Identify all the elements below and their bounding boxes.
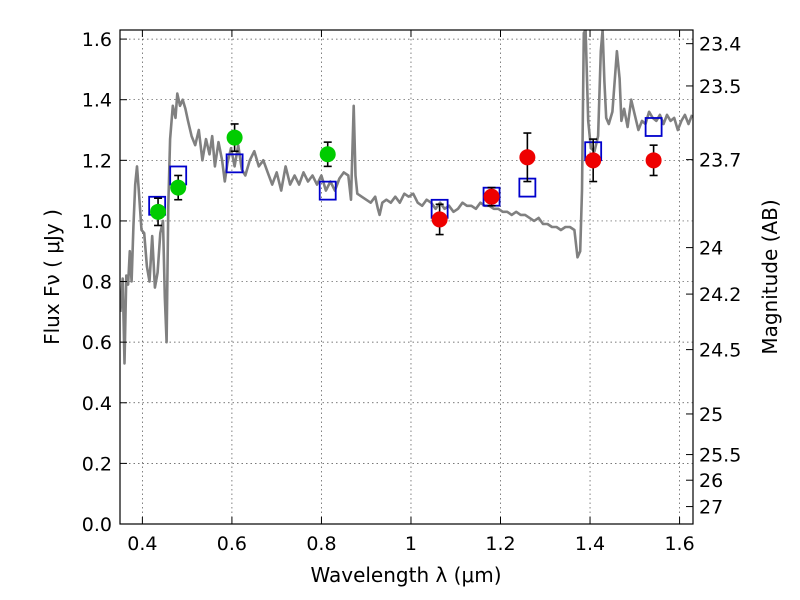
right-tick-label: 25 [699, 404, 723, 426]
right-tick-label: 25.5 [699, 445, 741, 467]
right-tick-label: 24.5 [699, 340, 741, 362]
observed-nir-point [431, 211, 448, 228]
observed-optical-point [319, 146, 336, 163]
observed-optical-point [226, 129, 243, 146]
model-photometry-square [318, 180, 337, 201]
right-axis-label: Magnitude (AB) [758, 199, 782, 354]
x-tick-label: 1.6 [664, 533, 694, 555]
spectrum-layer [120, 30, 693, 365]
tick-layer: 0.4 0.6 0.8 1 1.2 1.4 1.6 0.0 0.2 0.4 0.6 0.8 1.0 1.2… [82, 29, 742, 555]
plot-frame [119, 29, 694, 525]
grid [120, 30, 693, 525]
y-axis-label: Flux Fν ( μJy ) [40, 209, 64, 345]
right-tick-label: 26 [699, 470, 723, 492]
x-tick-label: 1 [405, 533, 417, 555]
x-axis-label: Wavelength λ (μm) [310, 563, 501, 587]
y-tick-label: 1.4 [82, 90, 112, 112]
right-tick-label: 24 [699, 238, 723, 260]
x-tick-label: 0.4 [127, 533, 157, 555]
right-tick-label: 23.4 [699, 34, 741, 56]
observed-nir-point [483, 188, 500, 205]
y-tick-label: 0.4 [82, 393, 112, 415]
observed-nir-point [645, 152, 662, 169]
observed-nir-point [519, 149, 536, 166]
x-tick-label: 0.8 [306, 533, 336, 555]
marker-layer [148, 117, 663, 236]
y-tick-label: 0.2 [82, 453, 112, 475]
right-tick-label: 24.2 [699, 284, 741, 306]
model-photometry-square [644, 117, 663, 137]
spectrum-line [120, 30, 693, 365]
y-tick-label: 0.0 [82, 514, 112, 536]
x-tick-label: 0.6 [217, 533, 247, 555]
observed-optical-point [170, 179, 187, 196]
y-tick-label: 0.8 [82, 272, 112, 294]
right-tick-label: 23.7 [699, 150, 741, 172]
y-tick-label: 1.0 [82, 211, 112, 233]
y-tick-label: 1.6 [82, 29, 112, 51]
right-tick-label: 27 [699, 497, 723, 519]
x-tick-label: 1.4 [575, 533, 605, 555]
observed-nir-point [585, 152, 602, 169]
observed-optical-point [150, 203, 167, 220]
y-tick-label: 0.6 [82, 332, 112, 354]
x-tick-label: 1.2 [485, 533, 515, 555]
y-tick-label: 1.2 [82, 150, 112, 172]
right-tick-label: 23.5 [699, 76, 741, 98]
model-photometry-square [225, 153, 244, 174]
